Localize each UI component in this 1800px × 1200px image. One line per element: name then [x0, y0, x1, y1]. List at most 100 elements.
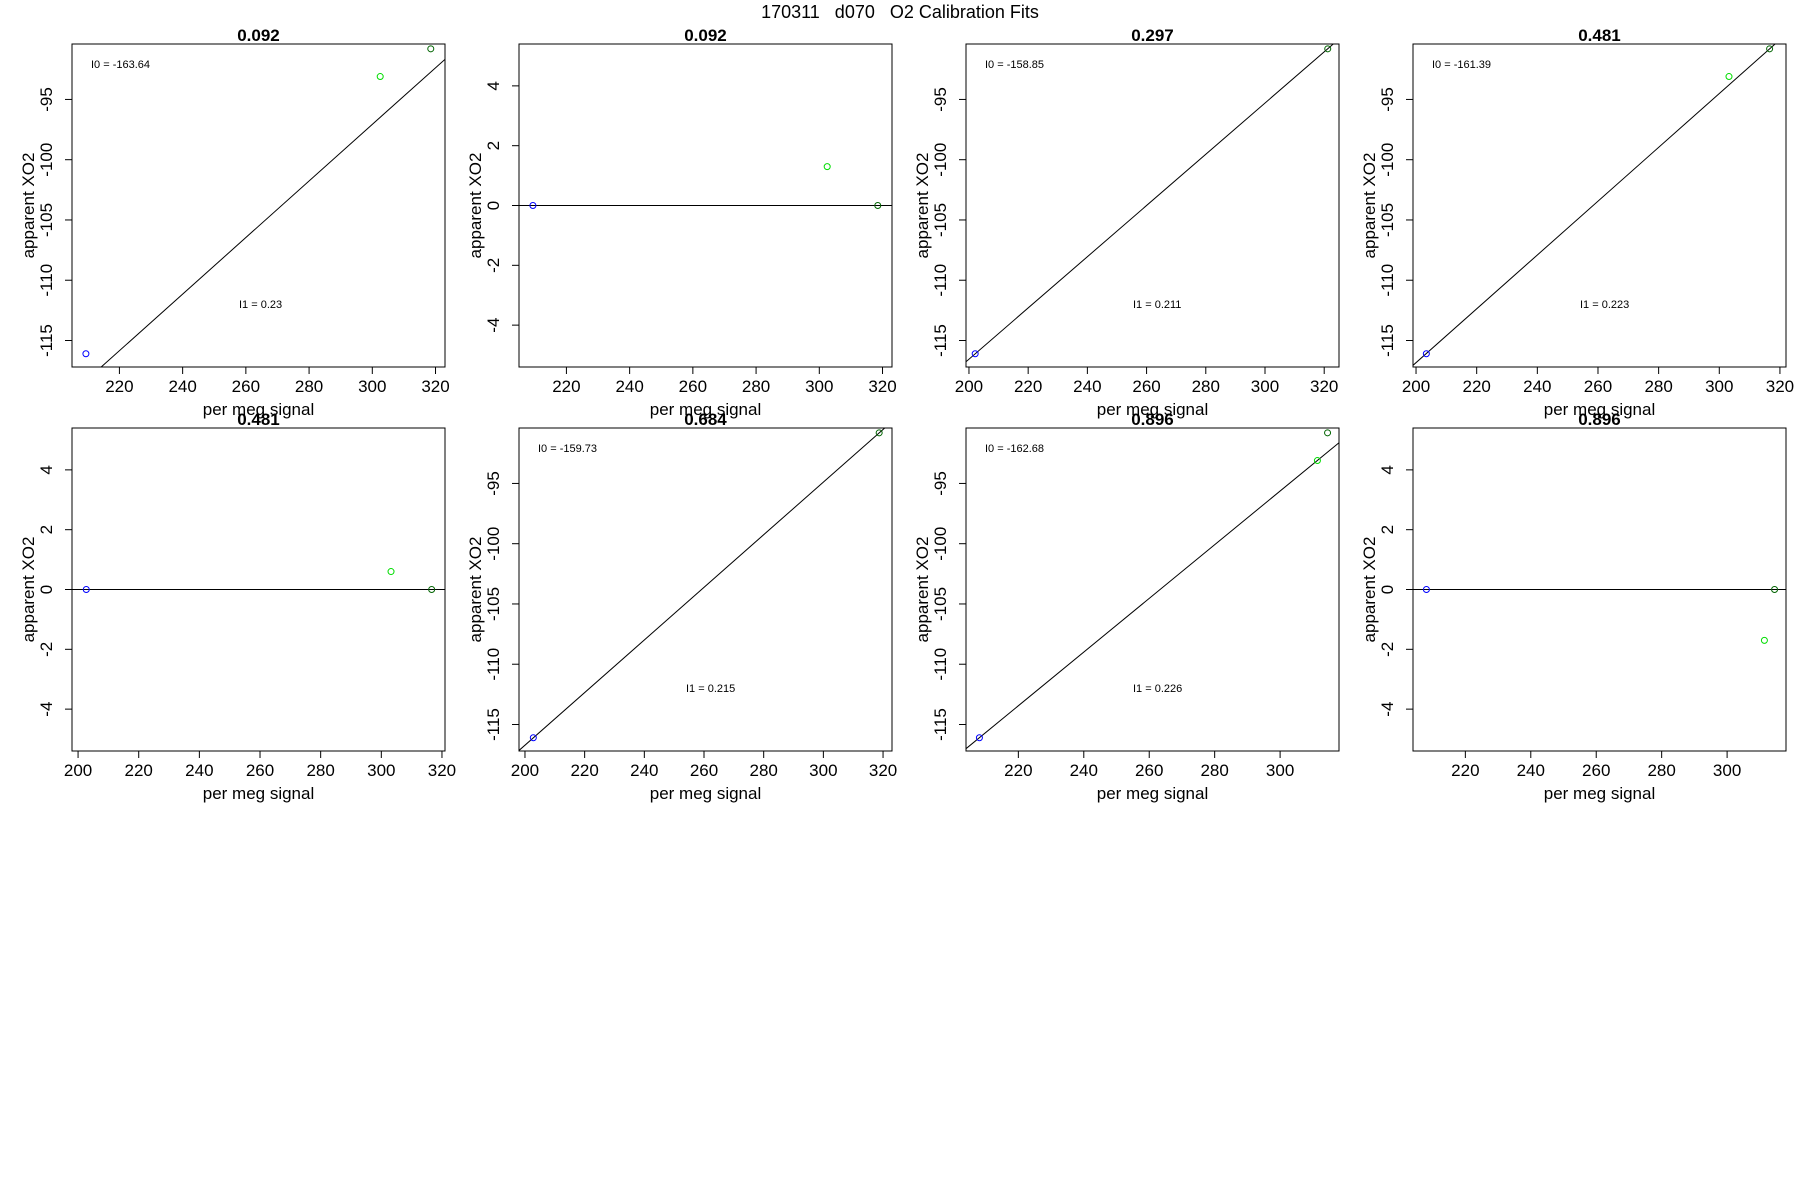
y-tick-label: -2 [1378, 642, 1397, 657]
x-tick-label: 240 [185, 761, 213, 780]
y-axis-label: apparent XO2 [1360, 153, 1379, 259]
plot-title: 0.092 [237, 26, 280, 45]
intercept-annotation: I0 = -161.39 [1432, 59, 1491, 71]
plot-title: 0.092 [684, 26, 727, 45]
plot-frame [71, 43, 446, 368]
plot-title: 0.896 [1131, 410, 1174, 429]
data-point [1771, 586, 1779, 593]
y-tick-label: -4 [1378, 702, 1397, 717]
x-tick-label: 240 [1073, 377, 1101, 396]
x-tick-label: 260 [246, 761, 274, 780]
y-axis-label: apparent XO2 [19, 537, 38, 643]
x-tick-label: 280 [1200, 761, 1228, 780]
x-tick-label: 320 [428, 761, 456, 780]
y-tick-label: -105 [37, 203, 56, 237]
y-tick-label: -110 [931, 648, 950, 681]
data-point [1422, 586, 1430, 593]
y-tick-label: -115 [931, 708, 950, 741]
x-tick-label: 220 [125, 761, 153, 780]
x-tick-label: 280 [306, 761, 334, 780]
y-tick-label: -95 [931, 471, 950, 496]
x-tick-label: 240 [1070, 761, 1098, 780]
x-tick-label: 200 [955, 377, 983, 396]
x-tick-label: 300 [367, 761, 395, 780]
intercept-annotation: I0 = -158.85 [985, 59, 1044, 71]
y-tick-label: -100 [931, 527, 950, 561]
y-tick-label: -115 [484, 708, 503, 741]
x-tick-label: 300 [358, 377, 386, 396]
y-axis-label: apparent XO2 [466, 153, 485, 259]
x-tick-label: 260 [1132, 377, 1160, 396]
y-axis-label: apparent XO2 [913, 537, 932, 643]
fit-line [966, 44, 1335, 363]
x-tick-label: 200 [64, 761, 92, 780]
y-axis-label: apparent XO2 [1360, 537, 1379, 643]
x-tick-label: 220 [570, 761, 598, 780]
data-point [427, 45, 435, 53]
data-point [1725, 73, 1733, 81]
x-tick-label: 320 [421, 377, 449, 396]
slope-annotation: I1 = 0.226 [1133, 683, 1182, 695]
x-tick-label: 320 [1766, 377, 1794, 396]
x-axis-label: per meg signal [203, 400, 315, 419]
data-point [971, 350, 979, 358]
intercept-annotation: I0 = -163.64 [91, 59, 150, 71]
data-point [529, 734, 537, 742]
y-tick-label: 2 [484, 141, 503, 150]
x-tick-label: 280 [1192, 377, 1220, 396]
data-point [975, 734, 983, 742]
plot-panel-3: 0.297 200 220 240 260 280 300 320 per meg signal… [913, 26, 1340, 419]
data-point [1324, 45, 1332, 53]
y-tick-label: 4 [37, 465, 56, 474]
data-point [82, 586, 90, 593]
plot-frame [965, 43, 1340, 368]
x-tick-label: 240 [630, 761, 658, 780]
intercept-annotation: I0 = -162.68 [985, 443, 1044, 455]
y-tick-label: -110 [37, 264, 56, 297]
x-tick-label: 280 [1644, 377, 1672, 396]
x-tick-label: 260 [1135, 761, 1163, 780]
y-tick-label: -95 [484, 471, 503, 496]
y-tick-label: -100 [37, 143, 56, 177]
x-tick-label: 280 [742, 377, 770, 396]
y-axis-label: apparent XO2 [19, 153, 38, 259]
fit-line [519, 428, 886, 751]
data-point [387, 568, 395, 576]
y-tick-label: -105 [1378, 203, 1397, 237]
x-tick-label: 300 [1266, 761, 1294, 780]
x-tick-label: 320 [868, 377, 896, 396]
y-tick-label: -105 [931, 203, 950, 237]
plot-title: 0.684 [684, 410, 727, 429]
data-point [82, 350, 90, 358]
plot-panel-1: 0.092 220 240 260 280 300 320 per meg signal -95… [19, 26, 450, 419]
data-point [874, 202, 882, 209]
x-tick-label: 240 [1517, 761, 1545, 780]
x-tick-label: 200 [1402, 377, 1430, 396]
fit-line [100, 58, 445, 367]
slope-annotation: I1 = 0.211 [1133, 299, 1181, 311]
x-tick-label: 280 [1647, 761, 1675, 780]
x-tick-label: 300 [805, 377, 833, 396]
plot-title: 0.481 [1578, 26, 1621, 45]
y-tick-label: 4 [484, 81, 503, 90]
y-axis-label: apparent XO2 [913, 153, 932, 259]
x-tick-label: 320 [1310, 377, 1338, 396]
intercept-annotation: I0 = -159.73 [538, 443, 597, 455]
y-tick-label: 2 [1378, 525, 1397, 534]
x-axis-label: per meg signal [1097, 400, 1209, 419]
x-axis-label: per meg signal [650, 784, 762, 803]
plot-panel-2: 0.092 220 240 260 280 300 320 per meg signal 4 2 0… [466, 26, 897, 419]
y-tick-label: -100 [931, 143, 950, 177]
data-point [428, 586, 436, 593]
y-tick-label: 0 [37, 585, 56, 594]
data-point [1760, 636, 1768, 644]
y-tick-label: -115 [1378, 324, 1397, 357]
y-tick-label: 0 [484, 201, 503, 210]
x-tick-label: 220 [105, 377, 133, 396]
y-axis-label: apparent XO2 [466, 537, 485, 643]
y-tick-label: 0 [1378, 585, 1397, 594]
x-tick-label: 300 [809, 761, 837, 780]
plot-panel-7: 0.896 220 240 260 280 300 per meg signal -95 -10… [913, 410, 1340, 803]
x-tick-label: 300 [1713, 761, 1741, 780]
plot-panel-8: 0.896 220 240 260 280 300 per meg signal 4 2 0 -2 -… [1360, 410, 1787, 803]
